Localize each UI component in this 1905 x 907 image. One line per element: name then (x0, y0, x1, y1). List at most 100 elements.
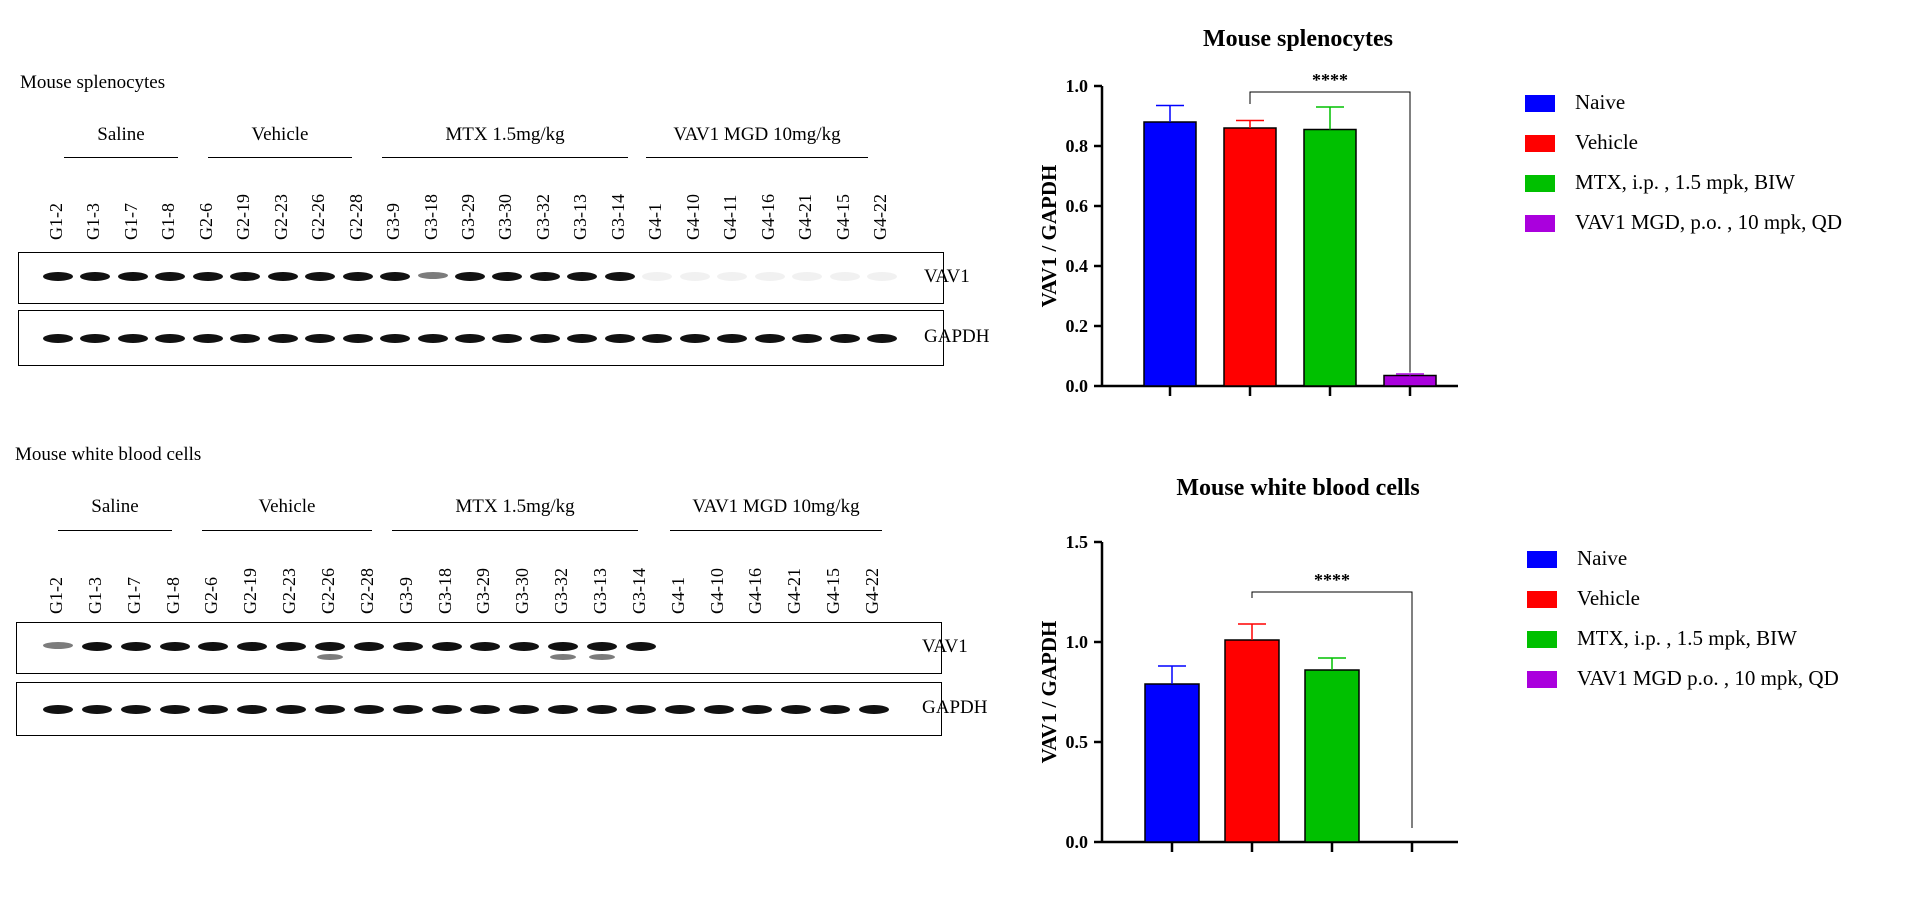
blot-strip-vav1 (18, 252, 944, 304)
blot-band (380, 272, 411, 281)
significance-bracket (1251, 591, 1413, 828)
blot-band (587, 642, 617, 651)
blot-band (567, 272, 598, 281)
chart-legend: Naive Vehicle MTX, i.p. , 1.5 mpk, BIW VAV1… (1525, 90, 1895, 240)
legend-swatch (1527, 551, 1557, 568)
blot-band (867, 334, 897, 343)
blot-band (392, 642, 423, 651)
bar (1304, 669, 1360, 843)
legend-swatch (1525, 95, 1555, 112)
group-underline (670, 530, 882, 531)
legend-swatch (1525, 215, 1555, 232)
blot-band (431, 642, 462, 651)
blot-band (548, 642, 579, 651)
blot-band (509, 705, 540, 714)
lane-label: G3-18 (434, 568, 455, 614)
blot-band (417, 272, 448, 279)
blot-band (781, 705, 812, 714)
blot-band (192, 334, 223, 343)
lane-label: G3-30 (512, 568, 533, 614)
blot-band (679, 272, 710, 281)
blot-band (859, 705, 889, 714)
protein-label: GAPDH (924, 326, 990, 347)
legend-label: MTX, i.p. , 1.5 mpk, BIW (1575, 170, 1795, 194)
lane-label: G3-13 (590, 568, 610, 614)
blot-band (792, 272, 823, 281)
blot-band (509, 642, 540, 651)
legend-label: VAV1 MGD, p.o. , 10 mpk, QD (1575, 210, 1843, 234)
legend-label: Naive (1575, 90, 1626, 114)
group-underline (202, 530, 372, 531)
blot-band (567, 334, 598, 343)
blot-band-secondary (589, 654, 615, 660)
blot-band (642, 272, 673, 281)
lane-label: G3-32 (551, 568, 572, 614)
lane-label: G4-15 (823, 568, 844, 614)
blot-band (155, 334, 186, 343)
blot-band (237, 705, 268, 714)
protein-label: VAV1 (922, 636, 968, 657)
blot-band (380, 334, 411, 343)
blot-band (276, 705, 307, 714)
legend-swatch (1525, 175, 1555, 192)
lane-label: G4-16 (745, 568, 766, 614)
blot-band (829, 272, 860, 281)
blot-band (587, 705, 617, 714)
lane-label: G3-29 (473, 568, 494, 614)
legend-swatch (1527, 591, 1557, 608)
lane-label: G2-19 (240, 568, 261, 614)
lane-label: G1-2 (46, 577, 66, 614)
y-tick-label: 0.0 (1066, 376, 1089, 396)
group-label: VAV1 MGD 10mg/kg (692, 496, 860, 517)
lane-label: G3-14 (628, 568, 649, 614)
lane-label: G1-8 (162, 577, 183, 614)
blot-band (492, 272, 523, 281)
blot-title: Mouse white blood cells (15, 444, 202, 465)
blot-band (548, 705, 579, 714)
y-axis-label: VAV1 / GAPDH (1037, 165, 1061, 308)
legend-label: MTX, i.p. , 1.5 mpk, BIW (1577, 626, 1797, 650)
blot-band (642, 334, 673, 343)
blot-band (159, 642, 190, 651)
blot-panel-splenocytes: Mouse splenocytes Saline Vehicle MTX 1.5mg… (0, 0, 1010, 380)
protein-label: GAPDH (922, 697, 988, 718)
group-label: Saline (91, 496, 139, 517)
blot-band (155, 272, 186, 281)
blot-band (120, 642, 151, 651)
y-tick-label: 0.8 (1066, 136, 1089, 156)
bar (1143, 121, 1197, 387)
significance-label: **** (1312, 70, 1348, 90)
lane-label: G2-26 (318, 568, 338, 614)
blot-band (829, 334, 860, 343)
lane-label: G2-23 (279, 568, 300, 614)
blot-band (120, 705, 151, 714)
lane-label: G2-6 (201, 577, 222, 614)
blot-band (43, 334, 73, 343)
legend-swatch (1527, 671, 1557, 688)
group-underline (392, 530, 638, 531)
significance-label: **** (1314, 570, 1350, 590)
blot-band (237, 642, 268, 651)
blot-band-secondary (550, 654, 577, 660)
blot-band (159, 705, 190, 714)
blot-band (431, 705, 462, 714)
group-label: MTX 1.5mg/kg (445, 124, 565, 145)
blot-band (353, 642, 384, 651)
blot-band (353, 705, 384, 714)
blot-band (625, 642, 656, 651)
blot-band (455, 272, 485, 281)
blot-strip-vav1 (16, 622, 942, 674)
bar (1303, 128, 1357, 387)
group-underline (382, 157, 628, 158)
blot-band (529, 334, 560, 343)
blot-band (342, 272, 373, 281)
blot-band (492, 334, 523, 343)
y-tick-label: 1.0 (1066, 76, 1089, 96)
bar (1383, 374, 1437, 387)
blot-band (198, 642, 229, 651)
group-underline (58, 530, 172, 531)
blot-band (625, 705, 656, 714)
blot-band (230, 334, 261, 343)
lane-label: G1-3 (84, 577, 105, 614)
blot-band (43, 705, 73, 714)
